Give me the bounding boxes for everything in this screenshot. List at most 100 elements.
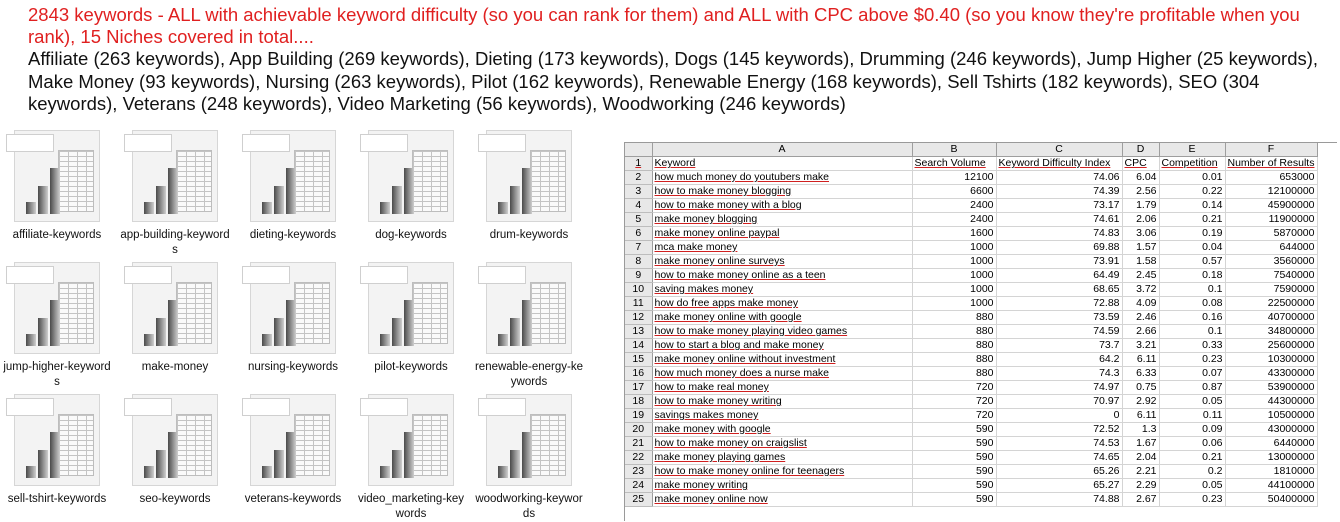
file-item[interactable]: drum-keywords [474,130,584,243]
table-cell[interactable]: 590 [912,464,997,479]
table-cell[interactable]: 0.07 [1159,366,1226,381]
table-cell[interactable]: 70.97 [996,394,1123,409]
table-cell[interactable]: 0 [996,408,1123,423]
table-cell[interactable]: 2.06 [1122,212,1160,227]
table-cell[interactable]: 34800000 [1225,324,1318,339]
table-cell[interactable]: 590 [912,478,997,493]
row-number[interactable]: 10 [625,282,653,297]
table-cell[interactable]: 590 [912,492,997,507]
table-cell[interactable]: how to make money with a blog [652,198,913,213]
table-cell[interactable]: 2.21 [1122,464,1160,479]
row-number[interactable]: 7 [625,240,653,255]
row-number[interactable]: 24 [625,478,653,493]
row-number[interactable]: 18 [625,394,653,409]
table-cell[interactable]: 880 [912,366,997,381]
row-number[interactable]: 13 [625,324,653,339]
table-cell[interactable]: 0.1 [1159,282,1226,297]
table-cell[interactable]: 12100000 [1225,184,1318,199]
table-cell[interactable]: 40700000 [1225,310,1318,325]
file-item[interactable]: jump-higher-keywords [2,262,112,390]
table-cell[interactable]: 50400000 [1225,492,1318,507]
table-cell[interactable]: 0.05 [1159,394,1226,409]
table-cell[interactable]: 2400 [912,198,997,213]
table-cell[interactable]: 0.23 [1159,492,1226,507]
file-item[interactable]: pilot-keywords [356,262,466,375]
table-cell[interactable]: 64.2 [996,352,1123,367]
table-cell[interactable]: 0.2 [1159,464,1226,479]
table-cell[interactable]: 11900000 [1225,212,1318,227]
table-cell[interactable]: 43300000 [1225,366,1318,381]
table-cell[interactable]: 880 [912,324,997,339]
table-cell[interactable]: 0.1 [1159,324,1226,339]
table-cell[interactable]: 590 [912,422,997,437]
file-item[interactable]: woodworking-keywords [474,394,584,522]
table-cell[interactable]: 2.56 [1122,184,1160,199]
table-cell[interactable]: 74.83 [996,226,1123,241]
table-cell[interactable]: 1600 [912,226,997,241]
table-cell[interactable]: CPC [1122,156,1160,171]
row-number[interactable]: 14 [625,338,653,353]
column-header[interactable]: F [1225,143,1318,157]
table-cell[interactable]: how to make money writing [652,394,913,409]
table-cell[interactable]: 2.46 [1122,310,1160,325]
row-number[interactable]: 2 [625,170,653,185]
table-cell[interactable]: 2.92 [1122,394,1160,409]
table-cell[interactable]: 13000000 [1225,450,1318,465]
table-cell[interactable]: 25600000 [1225,338,1318,353]
table-cell[interactable]: 72.52 [996,422,1123,437]
table-cell[interactable]: 74.39 [996,184,1123,199]
file-item[interactable]: make-money [120,262,230,375]
table-cell[interactable]: 0.08 [1159,296,1226,311]
table-cell[interactable]: 74.97 [996,380,1123,395]
table-cell[interactable]: 3.21 [1122,338,1160,353]
table-cell[interactable]: 0.87 [1159,380,1226,395]
table-cell[interactable]: 6600 [912,184,997,199]
file-item[interactable]: nursing-keywords [238,262,348,375]
table-cell[interactable]: 3.06 [1122,226,1160,241]
table-cell[interactable]: 720 [912,408,997,423]
table-cell[interactable]: 590 [912,436,997,451]
table-cell[interactable]: 45900000 [1225,198,1318,213]
table-cell[interactable]: how to make money online for teenagers [652,464,913,479]
table-cell[interactable]: 73.91 [996,254,1123,269]
table-cell[interactable]: 43000000 [1225,422,1318,437]
row-number[interactable]: 15 [625,352,653,367]
table-cell[interactable]: 644000 [1225,240,1318,255]
file-item[interactable]: seo-keywords [120,394,230,507]
table-cell[interactable]: Search Volume [912,156,997,171]
table-cell[interactable]: 73.17 [996,198,1123,213]
table-cell[interactable]: 1.79 [1122,198,1160,213]
table-cell[interactable]: 2.04 [1122,450,1160,465]
table-cell[interactable]: 0.16 [1159,310,1226,325]
table-cell[interactable]: 2.29 [1122,478,1160,493]
table-cell[interactable]: savings makes money [652,408,913,423]
table-cell[interactable]: 880 [912,352,997,367]
table-cell[interactable]: 2.45 [1122,268,1160,283]
table-cell[interactable]: make money blogging [652,212,913,227]
table-cell[interactable]: 1.58 [1122,254,1160,269]
table-cell[interactable]: 74.61 [996,212,1123,227]
row-number[interactable]: 19 [625,408,653,423]
table-cell[interactable]: 74.06 [996,170,1123,185]
table-cell[interactable]: how much money does a nurse make [652,366,913,381]
table-cell[interactable]: how to make real money [652,380,913,395]
table-cell[interactable]: 1810000 [1225,464,1318,479]
table-cell[interactable]: Competition [1159,156,1226,171]
row-number[interactable]: 5 [625,212,653,227]
table-cell[interactable]: mca make money [652,240,913,255]
table-cell[interactable]: 10300000 [1225,352,1318,367]
row-number[interactable]: 21 [625,436,653,451]
file-item[interactable]: video_marketing-keywords [356,394,466,522]
table-cell[interactable]: make money online without investment [652,352,913,367]
corner-cell[interactable] [625,143,653,157]
column-header[interactable]: D [1122,143,1160,157]
row-number[interactable]: 8 [625,254,653,269]
row-number[interactable]: 12 [625,310,653,325]
table-cell[interactable]: make money online paypal [652,226,913,241]
table-cell[interactable]: 7590000 [1225,282,1318,297]
table-cell[interactable]: how to make money on craigslist [652,436,913,451]
table-cell[interactable]: 0.06 [1159,436,1226,451]
file-item[interactable]: dog-keywords [356,130,466,243]
table-cell[interactable]: 1000 [912,268,997,283]
table-cell[interactable]: 72.88 [996,296,1123,311]
